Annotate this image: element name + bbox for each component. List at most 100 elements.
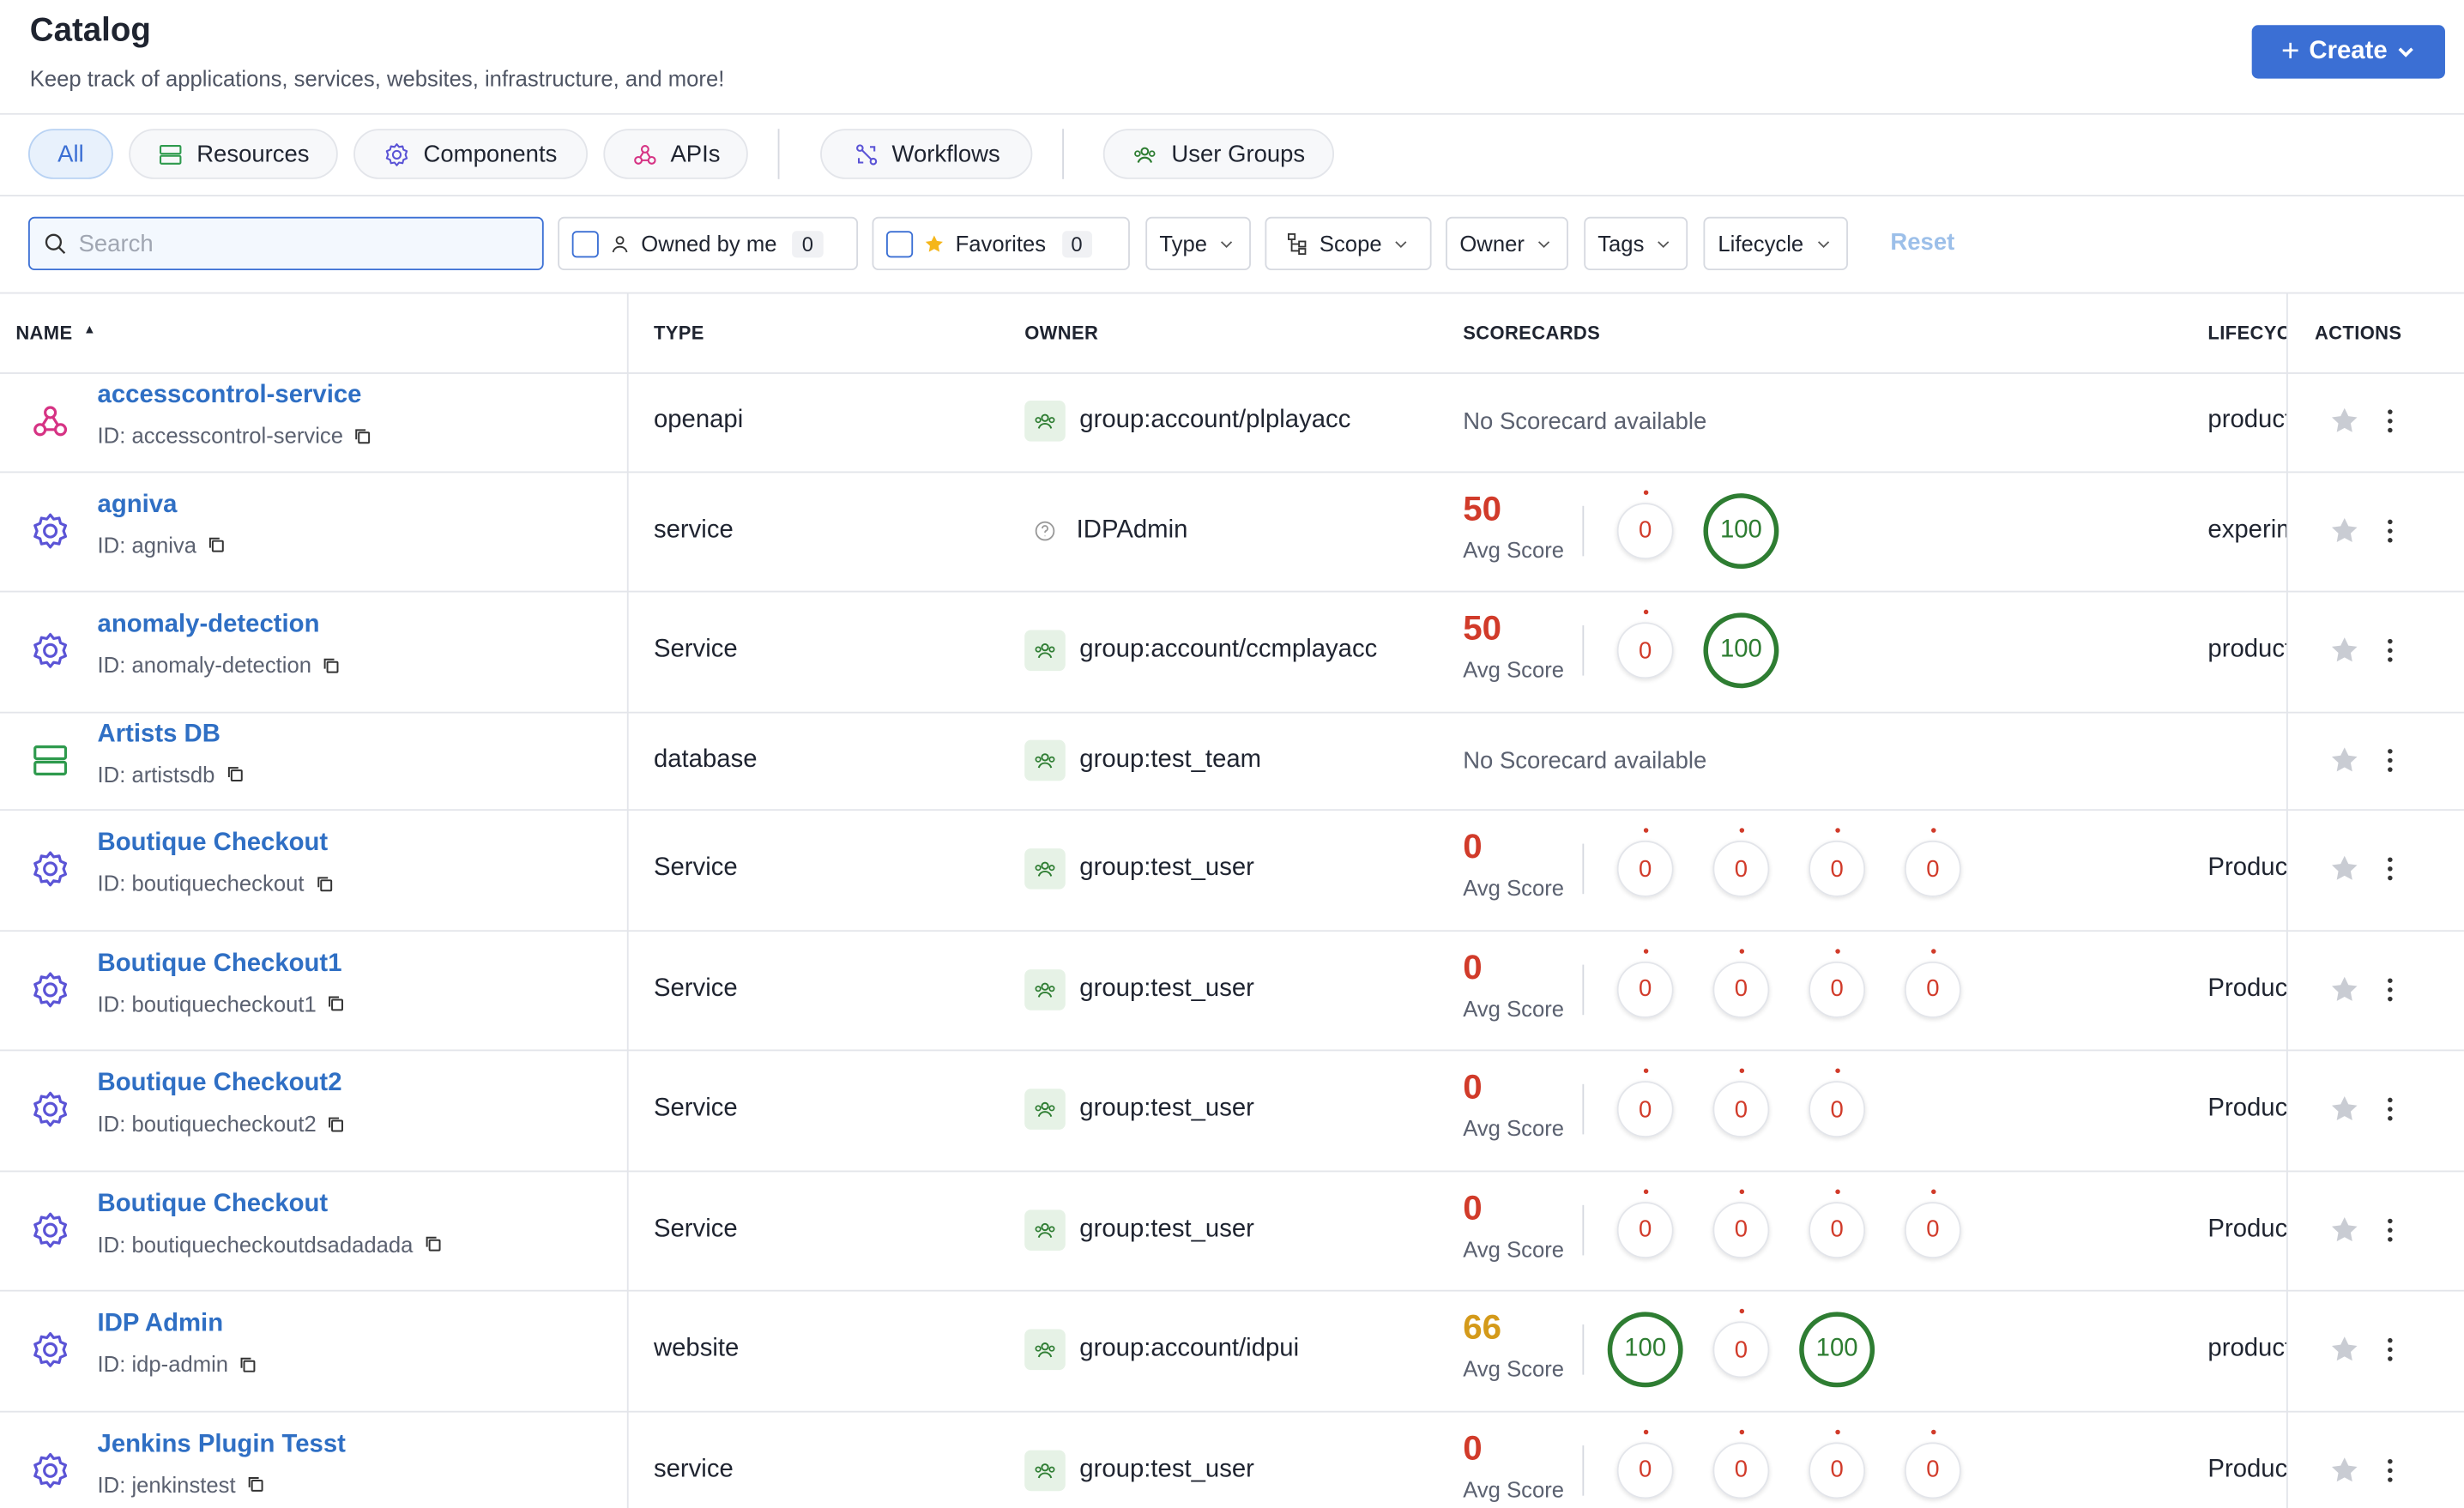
entity-name[interactable]: Boutique Checkout: [97, 1190, 329, 1218]
favorite-star[interactable]: [2328, 1453, 2362, 1487]
score-circle[interactable]: 0: [1616, 841, 1674, 898]
icon[interactable]: [313, 873, 334, 894]
icon[interactable]: [422, 1234, 443, 1254]
score-dot: [1642, 1429, 1648, 1434]
score-circle[interactable]: 0: [1904, 1441, 1961, 1499]
icon[interactable]: [245, 1474, 266, 1494]
entity-name[interactable]: Boutique Checkout: [97, 829, 329, 857]
search-input[interactable]: Search: [27, 216, 544, 271]
divider: [1582, 1324, 1585, 1376]
entity-type: openapi: [653, 407, 744, 434]
filter-favorites[interactable]: Favorites 0: [872, 216, 1130, 271]
filter-dropdown[interactable]: Lifecycle: [1703, 216, 1848, 271]
icon[interactable]: [224, 764, 245, 785]
create-button[interactable]: + Create: [2251, 25, 2445, 79]
tab[interactable]: All: [27, 129, 113, 179]
entity-name[interactable]: Artists DB: [97, 721, 220, 748]
tab[interactable]: User Groups: [1102, 129, 1335, 179]
score-circle[interactable]: 0: [1712, 961, 1770, 1018]
entity-id-text: ID: boutiquecheckout: [97, 871, 305, 896]
entity-name[interactable]: IDP Admin: [97, 1311, 224, 1338]
score-circle[interactable]: 100: [1607, 1312, 1683, 1388]
icon[interactable]: [321, 654, 341, 675]
filter-count: 0: [1061, 230, 1092, 257]
score-circle[interactable]: 0: [1904, 1201, 1961, 1258]
entity-name[interactable]: Boutique Checkout2: [97, 1070, 342, 1097]
filter-label: Favorites: [955, 231, 1047, 256]
score-circle[interactable]: 0: [1809, 961, 1866, 1018]
row-menu[interactable]: [2375, 974, 2407, 1005]
row-menu[interactable]: [2375, 1334, 2407, 1366]
favorite-star[interactable]: [2328, 743, 2362, 777]
icon[interactable]: [238, 1354, 258, 1374]
entity-type: Service: [653, 1095, 738, 1123]
owner-icon: [1024, 630, 1066, 672]
tab[interactable]: Workflows: [820, 129, 1033, 179]
row-menu[interactable]: [2375, 406, 2407, 437]
icon: [1032, 977, 1057, 1002]
icon[interactable]: [353, 425, 373, 446]
reset-button[interactable]: Reset: [1890, 229, 1955, 256]
score-circle[interactable]: 0: [1616, 622, 1674, 679]
score-circle[interactable]: 0: [1616, 1201, 1674, 1258]
filter-dropdown[interactable]: Tags: [1584, 216, 1688, 271]
filter-dropdown[interactable]: Owner: [1446, 216, 1568, 271]
tab[interactable]: Resources: [129, 129, 338, 179]
score-dot: [1642, 490, 1648, 495]
row-menu[interactable]: [2375, 854, 2407, 885]
favorite-star[interactable]: [2328, 852, 2362, 886]
entity-id: ID: boutiquecheckout: [98, 871, 335, 896]
favorite-star[interactable]: [2328, 513, 2362, 547]
score-circle[interactable]: 0: [1712, 841, 1770, 898]
score-circle[interactable]: 0: [1809, 1441, 1866, 1499]
row-menu[interactable]: [2375, 745, 2407, 776]
tab[interactable]: APIs: [603, 129, 748, 179]
row-menu[interactable]: [2375, 515, 2407, 546]
score-circle[interactable]: 0: [1712, 1201, 1770, 1258]
score-circle[interactable]: 0: [1616, 502, 1674, 559]
row-menu[interactable]: [2375, 1094, 2407, 1125]
score-circle[interactable]: 0: [1904, 961, 1961, 1018]
score-circle[interactable]: 0: [1904, 841, 1961, 898]
entity-name[interactable]: Boutique Checkout1: [97, 950, 342, 977]
entity-name[interactable]: Jenkins Plugin Tesst: [97, 1431, 346, 1458]
filter-owned-by-me[interactable]: Owned by me 0: [558, 216, 859, 271]
tab[interactable]: Components: [353, 129, 589, 179]
score-circle[interactable]: 0: [1809, 1201, 1866, 1258]
avg-score-label: Avg Score: [1463, 1356, 1565, 1382]
score-circle[interactable]: 0: [1712, 1081, 1770, 1138]
tab-label: Components: [423, 140, 558, 168]
score-dot: [1930, 828, 1936, 834]
score-circle[interactable]: 0: [1809, 841, 1866, 898]
avg-score: 0: [1463, 946, 1483, 986]
icon[interactable]: [326, 993, 347, 1014]
score-circle[interactable]: 100: [1703, 612, 1779, 689]
score-circle[interactable]: 0: [1712, 1441, 1770, 1499]
score-circle[interactable]: 100: [1799, 1312, 1875, 1388]
entity-name[interactable]: accesscontrol-service: [97, 382, 362, 409]
owner-icon: [1024, 739, 1066, 781]
row-menu[interactable]: [2375, 1455, 2407, 1487]
entity-name[interactable]: agniva: [97, 491, 178, 518]
favorite-star[interactable]: [2328, 404, 2362, 438]
favorite-star[interactable]: [2328, 1333, 2362, 1367]
favorite-star[interactable]: [2328, 1213, 2362, 1247]
filter-dropdown[interactable]: Type: [1145, 216, 1251, 271]
favorite-star[interactable]: [2328, 634, 2362, 668]
filter-dropdown[interactable]: Scope: [1265, 216, 1432, 271]
row-menu[interactable]: [2375, 635, 2407, 667]
score-circle[interactable]: 0: [1616, 1441, 1674, 1499]
entity-name[interactable]: anomaly-detection: [97, 611, 320, 639]
row-menu[interactable]: [2375, 1214, 2407, 1246]
score-circle[interactable]: 0: [1712, 1321, 1770, 1378]
score-circle[interactable]: 0: [1809, 1081, 1866, 1138]
entity-id-text: ID: boutiquecheckout2: [97, 1111, 317, 1137]
entity-id-text: ID: artistsdb: [97, 761, 215, 787]
score-circle[interactable]: 0: [1616, 961, 1674, 1018]
icon[interactable]: [326, 1113, 347, 1134]
favorite-star[interactable]: [2328, 1092, 2362, 1126]
score-circle[interactable]: 100: [1703, 492, 1779, 569]
favorite-star[interactable]: [2328, 972, 2362, 1006]
icon[interactable]: [206, 534, 226, 555]
score-circle[interactable]: 0: [1616, 1081, 1674, 1138]
